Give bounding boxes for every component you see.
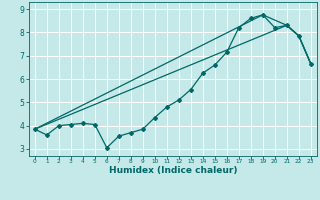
X-axis label: Humidex (Indice chaleur): Humidex (Indice chaleur) (108, 166, 237, 175)
